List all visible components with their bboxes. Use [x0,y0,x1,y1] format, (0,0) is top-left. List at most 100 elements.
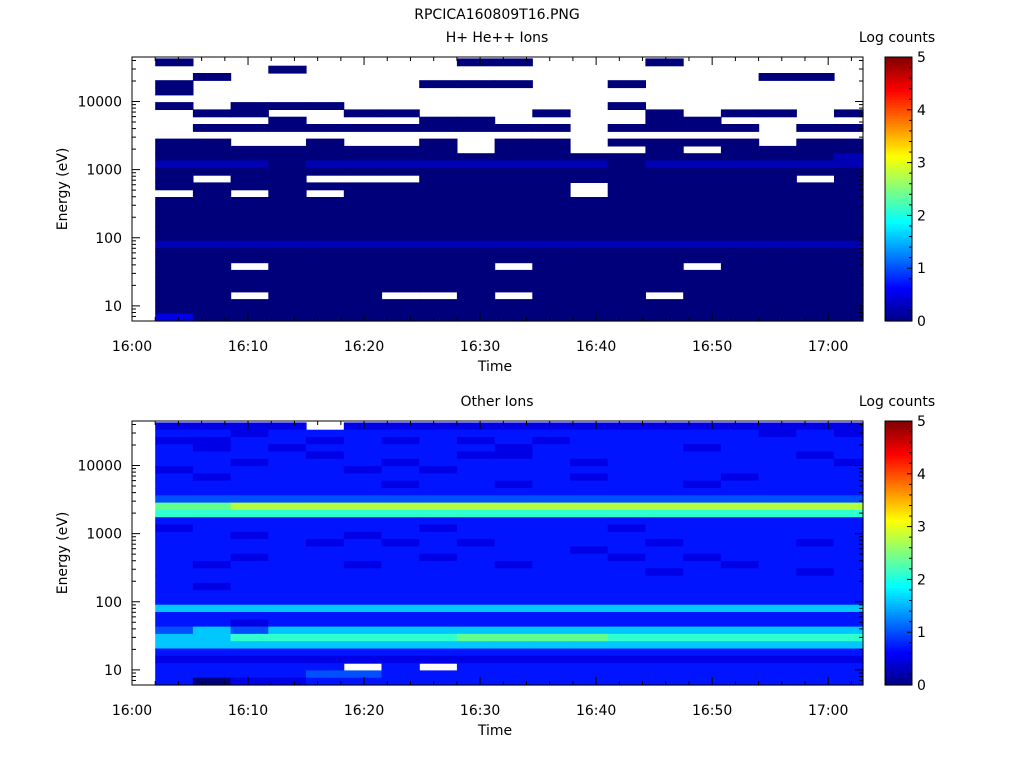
heatmap-cell [306,313,345,322]
heatmap-cell [230,641,269,650]
colorbar-segment [885,566,912,570]
colorbar-segment [885,640,912,644]
heatmap-cell [570,612,609,620]
heatmap-cell [343,226,383,235]
heatmap-cell [607,422,646,431]
heatmap-cell [456,233,496,242]
heatmap-cell [381,546,420,555]
heatmap-cell [306,670,345,679]
colorbar-segment [885,202,912,206]
heatmap-cell [155,299,194,307]
heatmap-cell [268,473,307,482]
heatmap-cell [796,167,835,176]
heatmap-cell [155,553,194,562]
heatmap-cell [155,466,194,474]
heatmap-cell [419,226,458,235]
heatmap-cell [419,175,458,183]
heatmap-cell [720,451,760,460]
heatmap-cell [268,597,307,606]
colorbar-segment [885,96,912,100]
heatmap-cell [155,160,194,169]
colorbar-segment [885,244,912,248]
heatmap-cell [683,546,722,555]
heatmap-cell [268,102,307,110]
heatmap-cell [720,197,760,205]
panel-h-he-ions: H+ He++ Ions Energy (eV) Time Log counts… [55,30,935,375]
heatmap-cell [268,524,307,533]
heatmap-cell [607,670,646,679]
heatmap-cell [419,160,458,169]
heatmap-cell [230,444,269,453]
colorbar-tick-label: 1 [917,261,926,277]
heatmap-cell [456,473,496,482]
heatmap-cell [607,306,646,315]
heatmap-cell [645,590,684,599]
heatmap-cell [607,153,646,162]
heatmap-cell [570,255,609,264]
heatmap-cell [456,575,496,584]
colorbar-label: Log counts [859,394,935,410]
heatmap-cell [645,255,684,264]
heatmap-cell [419,313,458,322]
heatmap-cell [192,575,232,584]
heatmap-cell [155,306,194,315]
heatmap-cell [570,509,609,518]
colorbar-segment [885,70,912,74]
heatmap-cell [419,517,458,526]
heatmap-cell [796,248,835,256]
heatmap-cell [607,291,646,300]
heatmap-cell [419,269,458,278]
heatmap-cell [796,153,835,162]
heatmap-cell [381,255,420,264]
colorbar-segment [885,130,912,135]
heatmap-cell [720,153,760,162]
heatmap-cell [532,466,571,474]
heatmap-cell [532,495,571,504]
heatmap-cell [381,524,420,533]
heatmap-cell [155,167,194,176]
heatmap-cell [343,561,383,569]
heatmap-cell [306,269,345,278]
heatmap-cell [683,458,722,467]
heatmap-cell [268,269,307,278]
heatmap-cell [834,124,864,132]
heatmap-cell [834,313,864,322]
heatmap-cell [268,153,307,162]
heatmap-cell [683,539,722,547]
colorbar-segment [885,537,912,541]
heatmap-cell [532,189,571,198]
colorbar-segment [885,212,912,216]
heatmap-cell [456,568,496,577]
heatmap-cell [268,568,307,577]
colorbar-segment [885,255,912,259]
heatmap-cell [532,211,571,220]
heatmap-cell [419,524,458,533]
heatmap-cell [645,189,684,198]
colorbar-segment [885,189,912,193]
heatmap-cell [268,517,307,526]
colorbar-segment [885,502,912,507]
heatmap-cell [796,145,835,154]
heatmap-cell [155,509,194,518]
colorbar-segment [885,510,912,514]
colorbar-segment [885,57,912,61]
heatmap-cell [230,648,269,657]
heatmap-cell [758,502,797,511]
heatmap-cell [268,619,307,628]
heatmap-cell [381,619,420,628]
heatmap-cell [758,633,797,642]
heatmap-cell [834,502,864,511]
colorbar-segment [885,210,912,214]
heatmap-cell [645,153,684,162]
colorbar-segment [885,545,912,549]
colorbar-segment [885,603,912,607]
heatmap-cell [570,204,609,213]
heatmap-cell [230,313,269,322]
colorbar-segment [885,516,912,520]
heatmap-cell [456,226,496,235]
heatmap-cell [607,590,646,599]
heatmap-cell [720,291,760,300]
heatmap-cell [230,575,269,584]
heatmap-cell [155,255,194,264]
